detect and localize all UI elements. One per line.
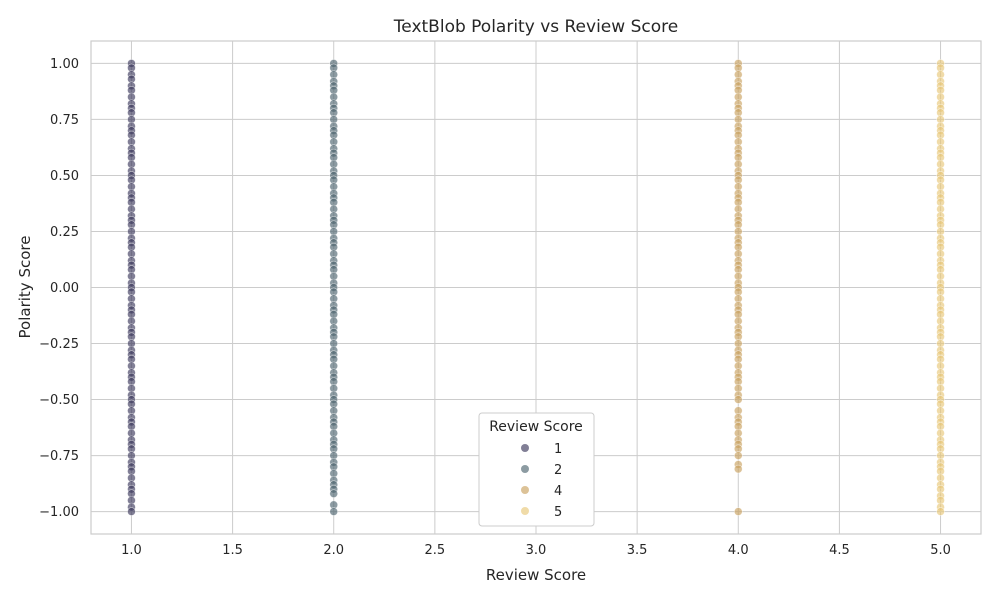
legend: Review Score 1 2 4 5 [478,412,595,527]
y-tick-label: −0.50 [39,393,79,408]
legend-marker [521,465,529,473]
legend-label: 1 [554,442,562,457]
y-tick-label: 0.25 [50,225,79,240]
plot-frame [90,40,982,535]
x-tick-label: 4.0 [728,543,749,558]
x-tick-label: 4.5 [829,543,850,558]
y-tick-label: −0.25 [39,337,79,352]
legend-marker [521,444,529,452]
legend-box [478,412,595,527]
data-point [329,489,339,498]
series-5-points [936,59,945,516]
x-tick-label: 2.0 [323,543,344,558]
y-axis-label: Polarity Score [16,236,34,339]
x-axis-label: Review Score [486,566,586,584]
chart-title: TextBlob Polarity vs Review Score [393,17,678,37]
x-tick-label: 1.0 [121,543,142,558]
data-point [733,507,743,516]
y-tick-label: 0.00 [50,281,79,296]
x-tick-label: 2.5 [425,543,446,558]
x-tick-label: 5.0 [930,543,951,558]
legend-marker [521,486,529,494]
x-tick-labels: 1.0 1.5 2.0 2.5 3.0 3.5 4.0 4.5 5.0 [121,543,951,558]
y-tick-label: 0.50 [50,169,79,184]
legend-items: 1 2 4 5 [521,442,562,520]
data-point [733,451,743,460]
legend-label: 5 [554,505,562,520]
series-1-points [127,59,136,516]
series-2-points [329,59,339,516]
y-tick-labels: 1.00 0.75 0.50 0.25 0.00 −0.25 −0.50 −0.75 −1.00 [39,57,79,520]
data-point [733,395,743,404]
y-tick-label: −0.75 [39,449,79,464]
legend-title: Review Score [489,419,583,435]
x-tick-label: 3.5 [627,543,648,558]
data-point [936,507,945,516]
y-tick-label: −1.00 [39,505,79,520]
data-point [127,507,136,516]
legend-label: 2 [554,463,562,478]
legend-label: 4 [554,484,562,499]
data-point [329,507,339,516]
x-tick-label: 3.0 [526,543,547,558]
y-tick-label: 0.75 [50,113,79,128]
y-tick-label: 1.00 [50,57,79,72]
data-points [127,59,945,516]
data-point [733,464,743,474]
x-tick-label: 1.5 [222,543,243,558]
legend-marker [521,507,529,515]
series-4-points [733,59,743,516]
